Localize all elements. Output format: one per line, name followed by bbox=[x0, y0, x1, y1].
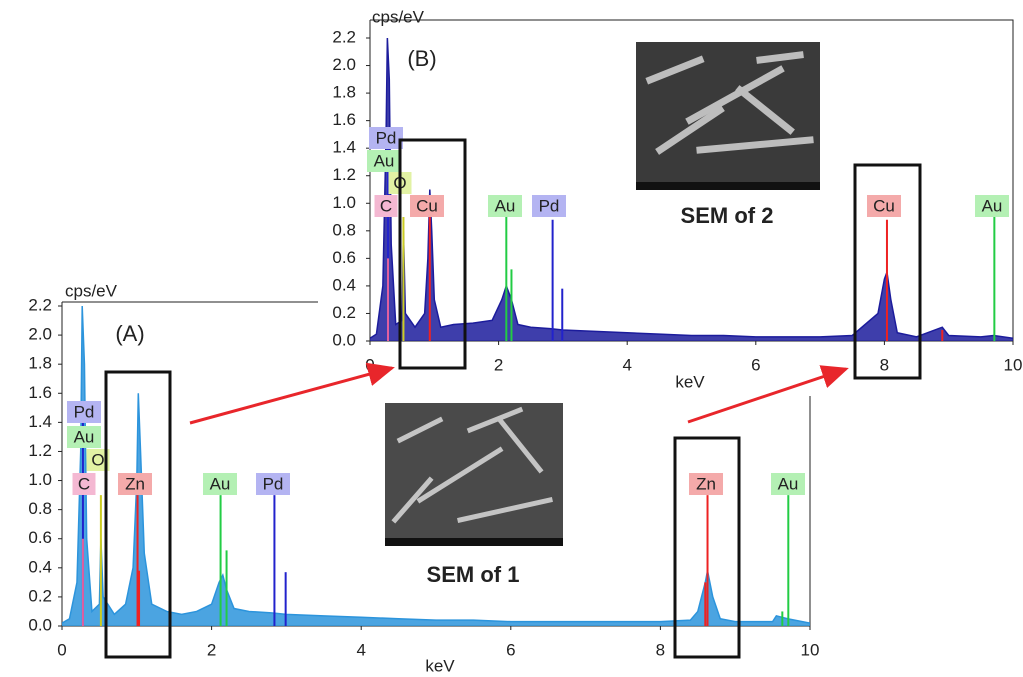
element-label-box bbox=[689, 473, 723, 495]
y-tick-label: 1.2 bbox=[332, 165, 356, 184]
element-label-box bbox=[118, 473, 152, 495]
element-label-box bbox=[256, 473, 290, 495]
y-tick-label: 0.2 bbox=[332, 303, 356, 322]
plot-area bbox=[62, 306, 810, 626]
y-tick-label: 0.0 bbox=[28, 615, 52, 634]
x-tick-label: 8 bbox=[880, 355, 889, 374]
y-unit-label: cps/eV bbox=[65, 281, 118, 300]
arrows bbox=[189, 362, 849, 425]
element-label-box bbox=[975, 195, 1009, 217]
panel-label: (B) bbox=[407, 46, 436, 71]
x-tick-label: 0 bbox=[57, 640, 66, 659]
y-tick-label: 0.6 bbox=[332, 248, 356, 267]
element-label: Pd bbox=[539, 196, 560, 215]
panel-label: (A) bbox=[115, 321, 144, 346]
y-tick-label: 1.8 bbox=[28, 354, 52, 373]
element-label: C bbox=[380, 196, 392, 215]
y-tick-label: 2.0 bbox=[332, 55, 356, 74]
element-label-box bbox=[532, 195, 566, 217]
x-tick-label: 10 bbox=[801, 640, 820, 659]
element-label: Cu bbox=[416, 196, 438, 215]
y-tick-label: 2.2 bbox=[28, 295, 52, 314]
x-tick-label: 4 bbox=[356, 640, 365, 659]
y-tick-label: 1.0 bbox=[28, 470, 52, 489]
element-label-box bbox=[72, 473, 96, 495]
y-tick-label: 2.2 bbox=[332, 27, 356, 46]
x-tick-label: 6 bbox=[751, 355, 760, 374]
element-label: Au bbox=[374, 151, 395, 170]
element-label: Pd bbox=[74, 402, 95, 421]
element-label-box bbox=[67, 426, 101, 448]
panel-a: 0.0 0.2 0.4 0.6 0.8 1.0 1.2 1.4 1.6 1.8 2.0 2.2 0 2 4 6… bbox=[28, 281, 819, 675]
element-label-box bbox=[771, 473, 805, 495]
panel-b: 0.00.20.40.60.81.01.21.41.61.82.02.20 2 4 6… bbox=[332, 7, 1022, 391]
element-label: Pd bbox=[263, 474, 284, 493]
y-tick-label: 1.4 bbox=[332, 138, 356, 157]
element-label-box bbox=[67, 401, 101, 423]
highlight-boxes bbox=[104, 138, 922, 659]
element-label-box bbox=[867, 195, 901, 217]
element-label: C bbox=[78, 474, 90, 493]
element-label: Au bbox=[778, 474, 799, 493]
x-tick-label: 2 bbox=[494, 355, 503, 374]
element-label: Zn bbox=[696, 474, 716, 493]
element-label: Au bbox=[982, 196, 1003, 215]
image-caption: SEM of 1 bbox=[427, 562, 520, 587]
element-label: Au bbox=[495, 196, 516, 215]
x-tick-label: 6 bbox=[506, 640, 515, 659]
y-tick-label: 0.0 bbox=[332, 330, 356, 349]
element-label: Zn bbox=[125, 474, 145, 493]
element-label: Au bbox=[74, 427, 95, 446]
element-label-box bbox=[367, 150, 401, 172]
element-label: Au bbox=[210, 474, 231, 493]
y-unit-label: cps/eV bbox=[372, 7, 425, 26]
element-label: Pd bbox=[376, 128, 397, 147]
element-label-box bbox=[374, 195, 398, 217]
sem-image-1 bbox=[385, 403, 563, 546]
x-tick-label: 8 bbox=[656, 640, 665, 659]
image-caption: SEM of 2 bbox=[681, 203, 774, 228]
element-label-box bbox=[203, 473, 237, 495]
y-tick-label: 0.8 bbox=[332, 220, 356, 239]
x-tick-label: 10 bbox=[1004, 355, 1023, 374]
y-tick-label: 1.0 bbox=[332, 193, 356, 212]
y-tick-label: 1.2 bbox=[28, 441, 52, 460]
element-label-box bbox=[488, 195, 522, 217]
y-tick-label: 0.4 bbox=[332, 275, 356, 294]
element-label: O bbox=[91, 450, 104, 469]
x-axis-label: keV bbox=[675, 372, 705, 391]
y-tick-label: 1.4 bbox=[28, 412, 52, 431]
y-tick-label: 0.6 bbox=[28, 528, 52, 547]
y-tick-label: 1.6 bbox=[28, 383, 52, 402]
y-tick-label: 0.4 bbox=[28, 557, 52, 576]
sem-image-2 bbox=[636, 42, 820, 190]
x-tick-label: 2 bbox=[207, 640, 216, 659]
spectrum-area bbox=[370, 38, 1013, 341]
y-tick-label: 1.8 bbox=[332, 83, 356, 102]
y-tick-label: 1.6 bbox=[332, 110, 356, 129]
element-label: Cu bbox=[873, 196, 895, 215]
y-tick-label: 2.0 bbox=[28, 325, 52, 344]
element-label-box bbox=[369, 127, 403, 149]
x-tick-label: 4 bbox=[622, 355, 631, 374]
element-label-box bbox=[86, 449, 110, 471]
y-tick-label: 0.8 bbox=[28, 499, 52, 518]
x-axis-label: keV bbox=[425, 656, 455, 675]
y-tick-label: 0.2 bbox=[28, 586, 52, 605]
element-label-box bbox=[410, 195, 444, 217]
